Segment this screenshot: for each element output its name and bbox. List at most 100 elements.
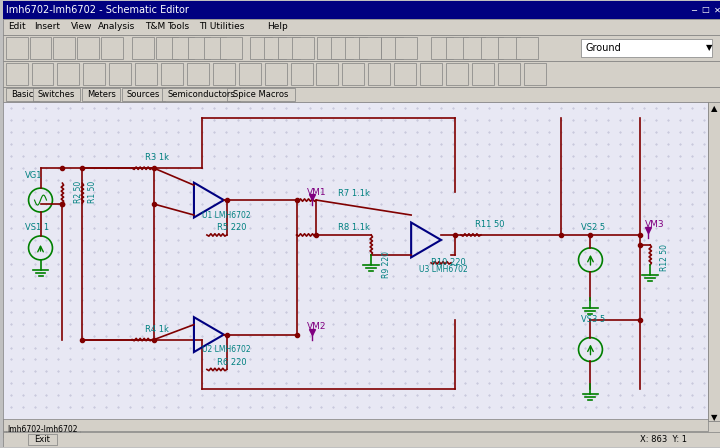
- FancyBboxPatch shape: [369, 63, 390, 85]
- FancyBboxPatch shape: [359, 37, 382, 59]
- Text: R12 50: R12 50: [660, 244, 669, 271]
- FancyBboxPatch shape: [278, 37, 300, 59]
- FancyBboxPatch shape: [82, 87, 120, 101]
- FancyBboxPatch shape: [6, 37, 27, 59]
- FancyBboxPatch shape: [264, 37, 286, 59]
- FancyBboxPatch shape: [446, 37, 468, 59]
- FancyBboxPatch shape: [292, 37, 313, 59]
- Text: □: □: [701, 5, 709, 14]
- FancyBboxPatch shape: [6, 422, 81, 435]
- Text: Help: Help: [267, 22, 288, 31]
- Text: VM1: VM1: [307, 188, 326, 197]
- FancyBboxPatch shape: [156, 37, 178, 59]
- FancyBboxPatch shape: [331, 37, 354, 59]
- FancyBboxPatch shape: [3, 86, 720, 103]
- FancyBboxPatch shape: [77, 37, 99, 59]
- Text: ─: ─: [690, 5, 696, 14]
- FancyBboxPatch shape: [250, 37, 271, 59]
- FancyBboxPatch shape: [84, 63, 105, 85]
- FancyBboxPatch shape: [132, 37, 154, 59]
- FancyBboxPatch shape: [53, 37, 76, 59]
- FancyBboxPatch shape: [346, 37, 367, 59]
- Text: Tools: Tools: [167, 22, 189, 31]
- Text: Analysis: Analysis: [98, 22, 135, 31]
- FancyBboxPatch shape: [6, 63, 27, 85]
- FancyBboxPatch shape: [291, 63, 312, 85]
- FancyBboxPatch shape: [3, 432, 720, 447]
- Text: Edit: Edit: [8, 22, 25, 31]
- FancyBboxPatch shape: [188, 37, 210, 59]
- Text: X: 863  Y: 1: X: 863 Y: 1: [640, 435, 688, 444]
- Text: VG1: VG1: [24, 171, 42, 180]
- Text: R11 50: R11 50: [475, 220, 505, 229]
- Text: R4 1k: R4 1k: [145, 325, 169, 334]
- FancyBboxPatch shape: [3, 19, 720, 34]
- Text: TI Utilities: TI Utilities: [199, 22, 244, 31]
- FancyBboxPatch shape: [239, 63, 261, 85]
- FancyBboxPatch shape: [516, 37, 538, 59]
- Text: Insert: Insert: [35, 22, 60, 31]
- Text: VM2: VM2: [307, 322, 326, 331]
- Text: R3 1k: R3 1k: [145, 153, 169, 162]
- FancyBboxPatch shape: [122, 87, 165, 101]
- Text: R2 50: R2 50: [74, 181, 84, 203]
- Text: View: View: [71, 22, 93, 31]
- Text: lmh6702-lmh6702 - Schematic Editor: lmh6702-lmh6702 - Schematic Editor: [6, 5, 189, 15]
- FancyBboxPatch shape: [58, 63, 79, 85]
- Text: Meters: Meters: [87, 90, 116, 99]
- FancyBboxPatch shape: [431, 37, 453, 59]
- FancyBboxPatch shape: [420, 63, 442, 85]
- FancyBboxPatch shape: [3, 1, 720, 19]
- FancyBboxPatch shape: [32, 63, 53, 85]
- Text: U3 LMH6702: U3 LMH6702: [419, 265, 468, 274]
- FancyBboxPatch shape: [343, 63, 364, 85]
- FancyBboxPatch shape: [318, 37, 339, 59]
- FancyBboxPatch shape: [481, 37, 503, 59]
- FancyBboxPatch shape: [187, 63, 209, 85]
- Text: VS2 5: VS2 5: [580, 224, 605, 233]
- Text: Semiconductors: Semiconductors: [167, 90, 235, 99]
- FancyBboxPatch shape: [30, 37, 51, 59]
- Text: R1 50: R1 50: [89, 181, 97, 203]
- FancyBboxPatch shape: [135, 63, 157, 85]
- Text: R9 220: R9 220: [382, 251, 391, 278]
- FancyBboxPatch shape: [220, 37, 242, 59]
- Text: R7 1.1k: R7 1.1k: [338, 189, 370, 198]
- FancyBboxPatch shape: [3, 34, 720, 60]
- Text: Exit: Exit: [35, 435, 50, 444]
- Text: ▼: ▼: [706, 43, 713, 52]
- Text: Basic: Basic: [11, 90, 33, 99]
- Text: T&M: T&M: [145, 22, 166, 31]
- FancyBboxPatch shape: [6, 87, 38, 101]
- Text: ▼: ▼: [711, 413, 717, 422]
- Text: Spice Macros: Spice Macros: [233, 90, 289, 99]
- FancyBboxPatch shape: [3, 419, 708, 431]
- Text: R8 1.1k: R8 1.1k: [338, 224, 370, 233]
- Text: VS1 1: VS1 1: [24, 224, 49, 233]
- FancyBboxPatch shape: [162, 87, 240, 101]
- FancyBboxPatch shape: [498, 63, 520, 85]
- Text: ✕: ✕: [714, 5, 720, 14]
- FancyBboxPatch shape: [213, 63, 235, 85]
- FancyBboxPatch shape: [172, 37, 194, 59]
- Text: R10 220: R10 220: [431, 258, 466, 267]
- FancyBboxPatch shape: [3, 60, 720, 86]
- FancyBboxPatch shape: [3, 103, 708, 421]
- FancyBboxPatch shape: [265, 63, 287, 85]
- Text: R6 220: R6 220: [217, 358, 246, 367]
- FancyBboxPatch shape: [446, 63, 468, 85]
- Text: Ground: Ground: [585, 43, 621, 53]
- Text: VS3 5: VS3 5: [580, 315, 605, 324]
- FancyBboxPatch shape: [102, 37, 123, 59]
- FancyBboxPatch shape: [317, 63, 338, 85]
- Text: lmh6702-lmh6702: lmh6702-lmh6702: [7, 425, 78, 434]
- FancyBboxPatch shape: [523, 63, 546, 85]
- FancyBboxPatch shape: [27, 434, 58, 445]
- FancyBboxPatch shape: [498, 37, 520, 59]
- FancyBboxPatch shape: [472, 63, 494, 85]
- FancyBboxPatch shape: [109, 63, 131, 85]
- Text: Switches: Switches: [37, 90, 75, 99]
- Text: Sources: Sources: [127, 90, 161, 99]
- FancyBboxPatch shape: [463, 37, 485, 59]
- FancyBboxPatch shape: [580, 39, 712, 56]
